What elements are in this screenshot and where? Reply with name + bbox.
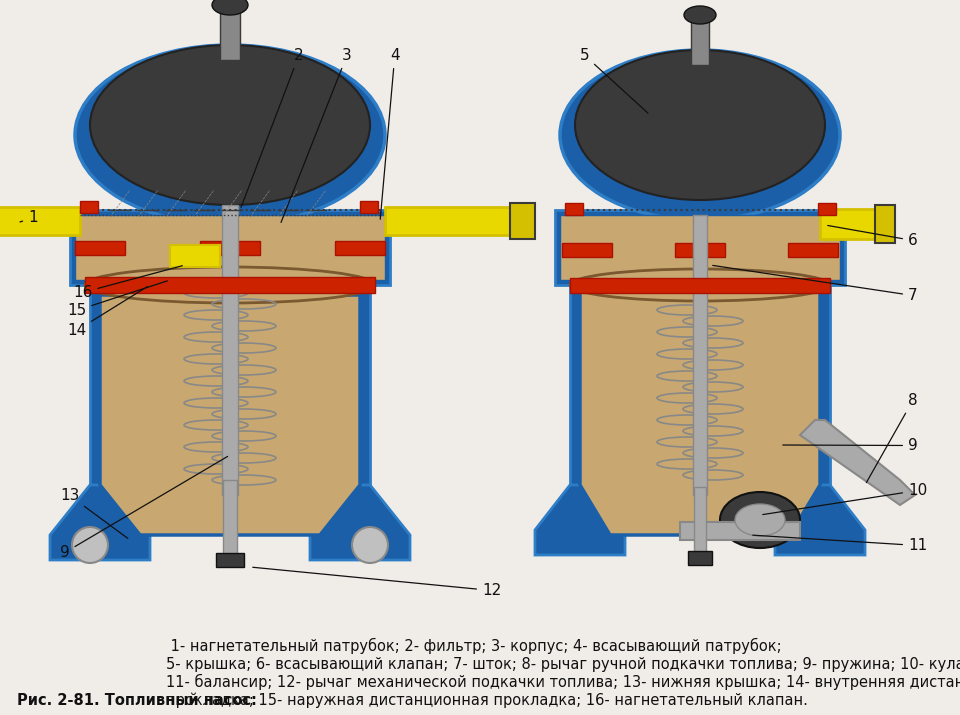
Text: 1- нагнетательный патрубок; 2- фильтр; 3- корпус; 4- всасывающий патрубок;
5- кр: 1- нагнетательный патрубок; 2- фильтр; 3… <box>166 638 960 708</box>
Text: 14: 14 <box>67 287 148 338</box>
Ellipse shape <box>85 267 375 303</box>
Polygon shape <box>800 420 915 505</box>
Bar <box>562 243 612 257</box>
Bar <box>688 551 712 565</box>
Polygon shape <box>100 295 360 535</box>
Bar <box>510 203 535 239</box>
Bar <box>85 277 375 293</box>
Text: 7: 7 <box>712 265 918 303</box>
Bar <box>560 215 840 280</box>
Text: 15: 15 <box>67 281 167 318</box>
Polygon shape <box>535 485 625 555</box>
Bar <box>788 243 838 257</box>
Bar <box>820 209 880 239</box>
Text: 8: 8 <box>866 393 918 483</box>
Text: 9: 9 <box>782 438 918 453</box>
Text: Рис. 2-81. Топливный насос:: Рис. 2-81. Топливный насос: <box>17 693 257 708</box>
Bar <box>570 278 830 293</box>
Ellipse shape <box>75 45 385 225</box>
Bar <box>222 205 238 495</box>
Bar <box>565 203 583 215</box>
Polygon shape <box>310 485 410 560</box>
Bar <box>0 207 80 235</box>
Text: 10: 10 <box>763 483 927 515</box>
Ellipse shape <box>560 50 840 220</box>
Text: 2: 2 <box>241 48 303 207</box>
Circle shape <box>352 527 388 563</box>
Ellipse shape <box>90 45 370 205</box>
Bar <box>75 241 125 255</box>
Bar <box>691 15 709 65</box>
Bar <box>216 553 244 567</box>
Bar <box>675 243 725 257</box>
Text: 1: 1 <box>20 210 37 225</box>
Bar <box>360 201 378 213</box>
Bar <box>875 205 895 243</box>
Bar <box>693 215 707 495</box>
Bar <box>220 5 240 60</box>
Text: 13: 13 <box>60 488 128 538</box>
Bar <box>223 480 237 560</box>
Text: 5: 5 <box>580 48 648 113</box>
Bar <box>200 241 260 255</box>
Text: 11: 11 <box>753 535 927 553</box>
Bar <box>75 215 385 280</box>
Polygon shape <box>50 485 150 560</box>
Ellipse shape <box>720 492 800 548</box>
Text: 16: 16 <box>73 266 182 300</box>
Bar <box>335 241 385 255</box>
Bar <box>818 203 836 215</box>
Bar <box>80 201 98 213</box>
Text: 9: 9 <box>60 456 228 560</box>
Text: 12: 12 <box>252 567 501 598</box>
Polygon shape <box>580 285 820 535</box>
Ellipse shape <box>575 50 825 200</box>
Bar <box>694 487 706 555</box>
Bar <box>70 210 390 285</box>
Bar <box>570 285 830 485</box>
Bar <box>555 210 845 285</box>
Ellipse shape <box>735 504 785 536</box>
Polygon shape <box>775 485 865 555</box>
Text: 6: 6 <box>828 225 918 248</box>
Bar <box>90 285 370 485</box>
Ellipse shape <box>570 269 830 301</box>
Bar <box>385 207 515 235</box>
Text: 4: 4 <box>380 48 399 220</box>
Ellipse shape <box>684 6 716 24</box>
Bar <box>680 522 800 540</box>
Bar <box>170 245 220 267</box>
Ellipse shape <box>212 0 248 15</box>
Circle shape <box>72 527 108 563</box>
Text: 3: 3 <box>281 48 351 222</box>
